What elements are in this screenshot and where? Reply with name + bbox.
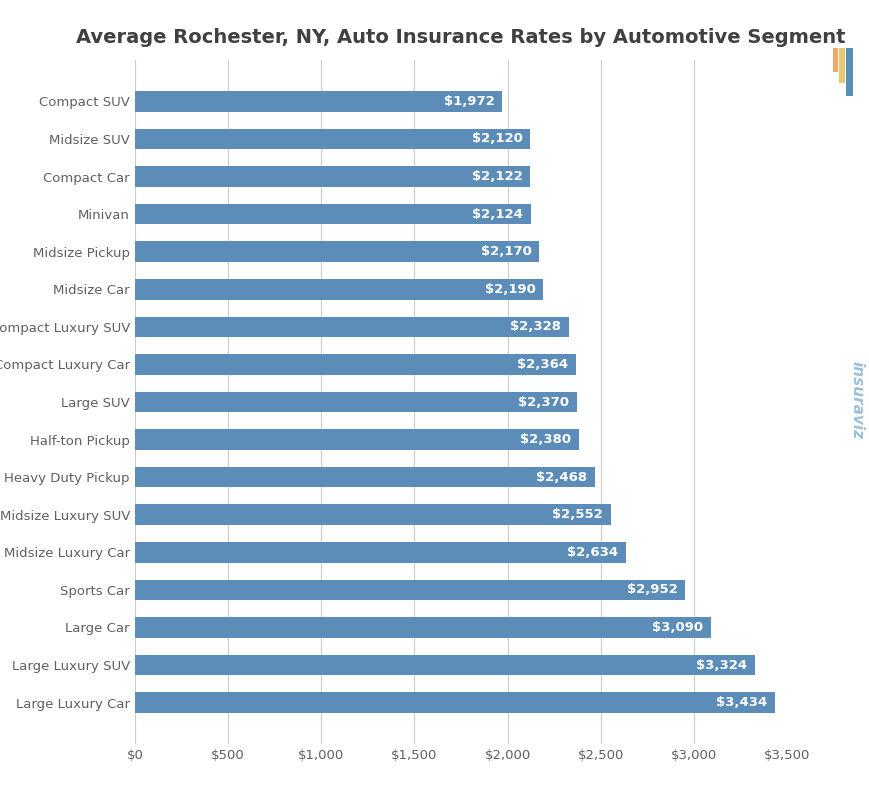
Bar <box>135 279 542 300</box>
Bar <box>135 204 530 225</box>
Bar <box>135 430 578 450</box>
Text: $2,468: $2,468 <box>536 470 587 484</box>
Text: $2,190: $2,190 <box>484 282 535 296</box>
Bar <box>135 617 710 638</box>
Bar <box>838 48 845 83</box>
Bar <box>135 242 539 262</box>
Text: $2,120: $2,120 <box>471 133 522 146</box>
Bar <box>135 166 530 187</box>
Bar <box>135 129 529 150</box>
Bar <box>135 317 568 337</box>
Bar <box>830 48 837 72</box>
Text: $2,170: $2,170 <box>481 246 531 258</box>
Bar <box>135 542 625 562</box>
Bar <box>135 354 575 374</box>
Bar <box>135 392 576 412</box>
Bar <box>135 467 594 487</box>
Bar <box>135 91 502 112</box>
Text: $1,972: $1,972 <box>444 95 494 108</box>
Bar <box>135 692 774 713</box>
Text: $2,552: $2,552 <box>552 508 602 522</box>
Text: $2,328: $2,328 <box>510 320 561 334</box>
Bar <box>846 48 852 96</box>
Text: $2,370: $2,370 <box>518 395 568 409</box>
Text: insuraviz: insuraviz <box>848 361 864 439</box>
Text: $2,634: $2,634 <box>567 546 618 558</box>
Text: $2,380: $2,380 <box>520 433 570 446</box>
Text: $2,124: $2,124 <box>472 208 523 221</box>
Text: $2,952: $2,952 <box>627 583 677 596</box>
Text: $3,434: $3,434 <box>715 696 766 709</box>
Text: $2,364: $2,364 <box>516 358 567 371</box>
Bar <box>135 654 753 675</box>
Text: $3,324: $3,324 <box>695 658 746 671</box>
Bar <box>135 504 610 525</box>
Text: $2,122: $2,122 <box>472 170 522 183</box>
Title: Average Rochester, NY, Auto Insurance Rates by Automotive Segment: Average Rochester, NY, Auto Insurance Ra… <box>76 28 845 47</box>
Bar <box>135 579 685 600</box>
Text: $3,090: $3,090 <box>652 621 703 634</box>
